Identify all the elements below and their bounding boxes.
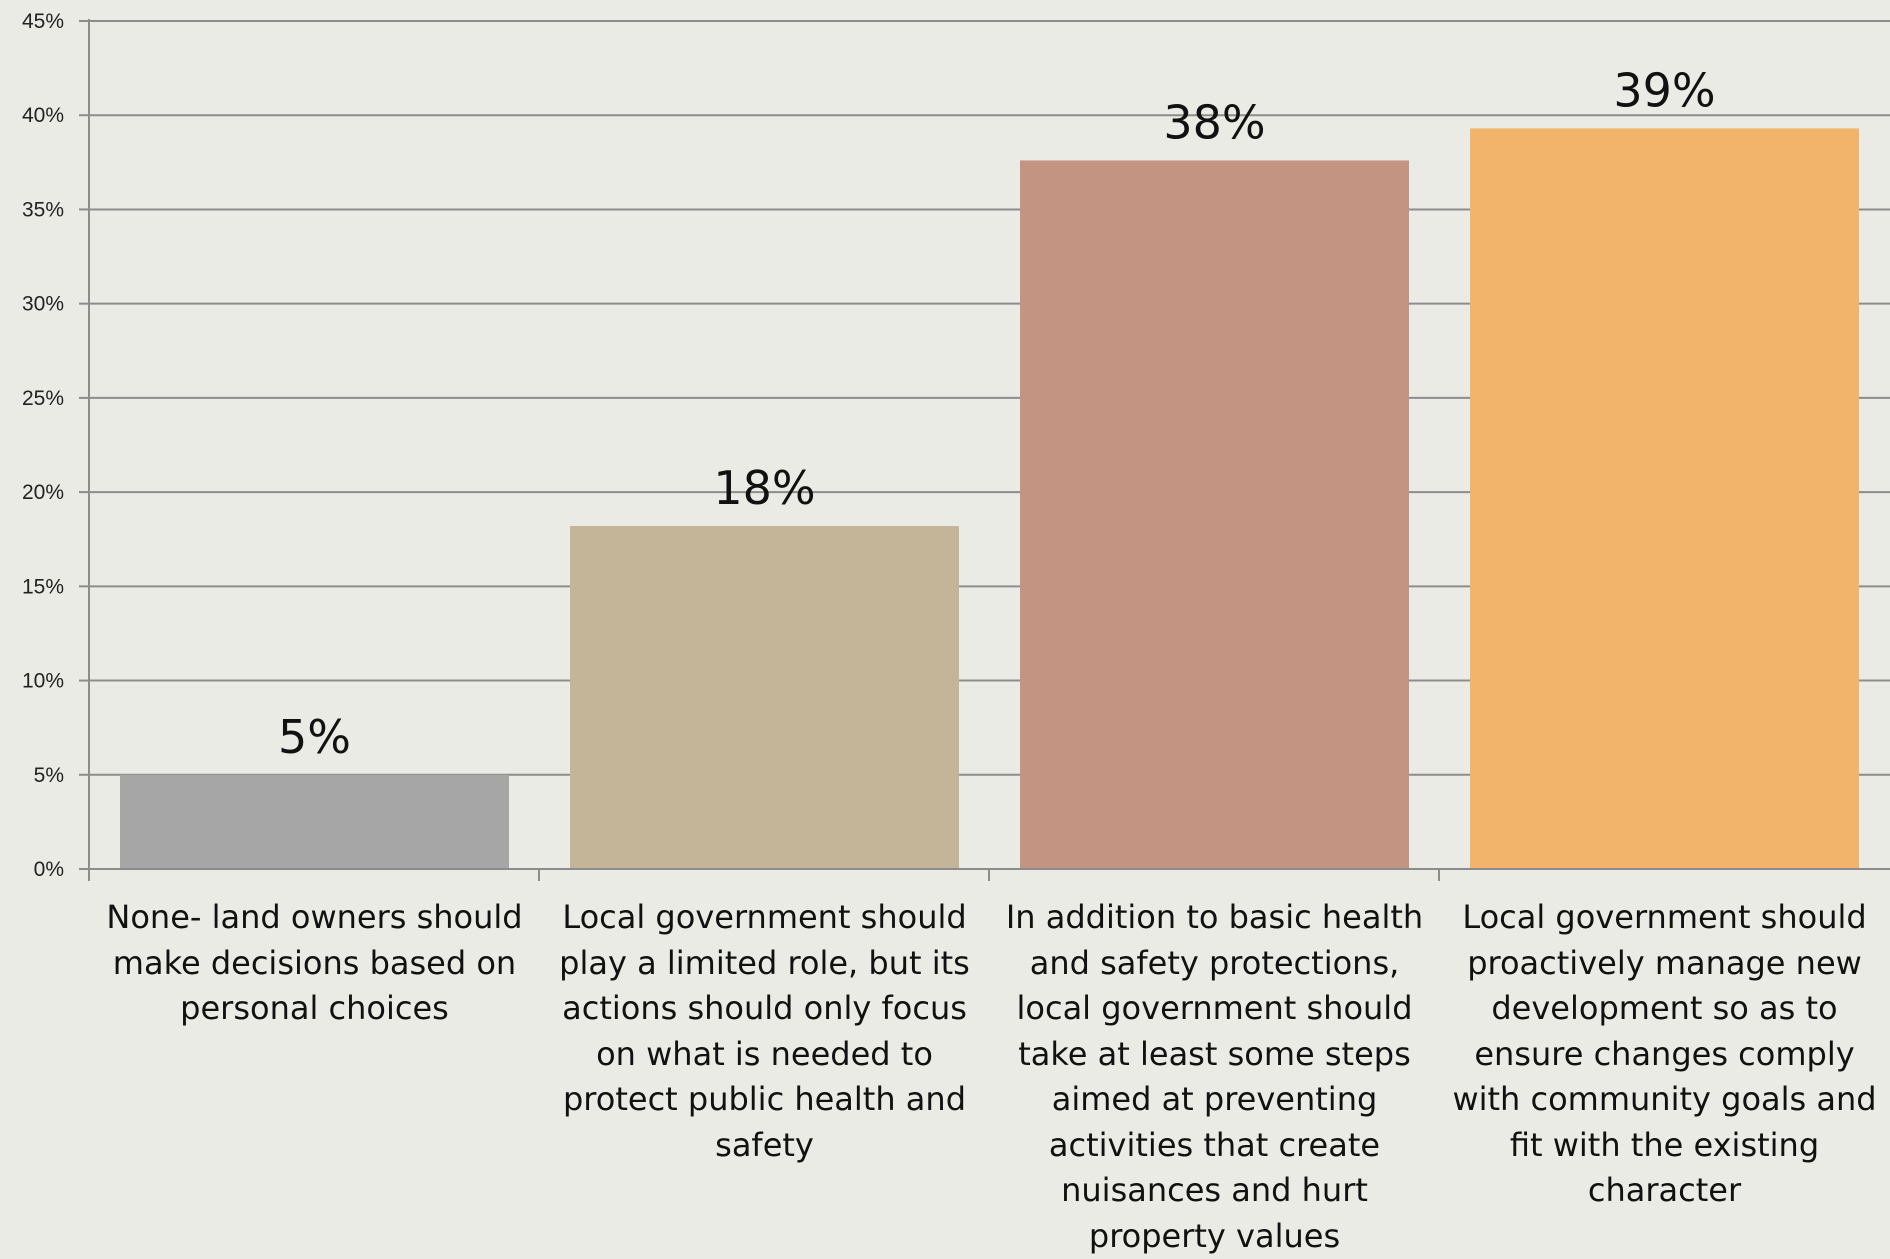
y-tick-label: 40% (22, 104, 64, 127)
y-tick-label: 25% (22, 387, 64, 410)
data-label: 5% (278, 710, 351, 764)
y-tick-label: 10% (22, 670, 64, 693)
x-category-label: None- land owners should make decisions … (106, 898, 523, 1027)
bar (570, 526, 959, 869)
gridlines (89, 20, 1890, 776)
bar (120, 774, 509, 869)
y-tick-label: 45% (22, 10, 64, 33)
x-category-label: Local government should play a limited r… (559, 898, 970, 1164)
data-labels: 5% 18% 38% 39% (278, 63, 1716, 763)
y-tick-label: 5% (34, 764, 64, 787)
bars (120, 128, 1859, 870)
x-category-label: In addition to basic health and safety p… (1005, 898, 1424, 1255)
y-tick-label: 0% (34, 858, 64, 881)
chart: 0% 5% 10% 15% 20% 25% 30% 35% 40% 45% 5% 18% 38% 39%… (21, 10, 1890, 1255)
data-label: 39% (1613, 63, 1715, 117)
y-tick-label: 20% (22, 481, 64, 504)
bar (1470, 128, 1859, 869)
y-tick-label: 30% (22, 293, 64, 316)
bar (1020, 160, 1409, 870)
y-tick-label: 35% (22, 198, 64, 221)
data-label: 18% (713, 461, 815, 515)
data-label: 38% (1163, 95, 1265, 149)
y-tick-label: 15% (22, 575, 64, 598)
axes: 0% 5% 10% 15% 20% 25% 30% 35% 40% 45% (22, 10, 1890, 881)
x-category-label: Local government should proactively mana… (1452, 898, 1877, 1209)
bar-chart-svg: 0% 5% 10% 15% 20% 25% 30% 35% 40% 45% 5% 18% 38% 39% (22, 10, 1890, 881)
